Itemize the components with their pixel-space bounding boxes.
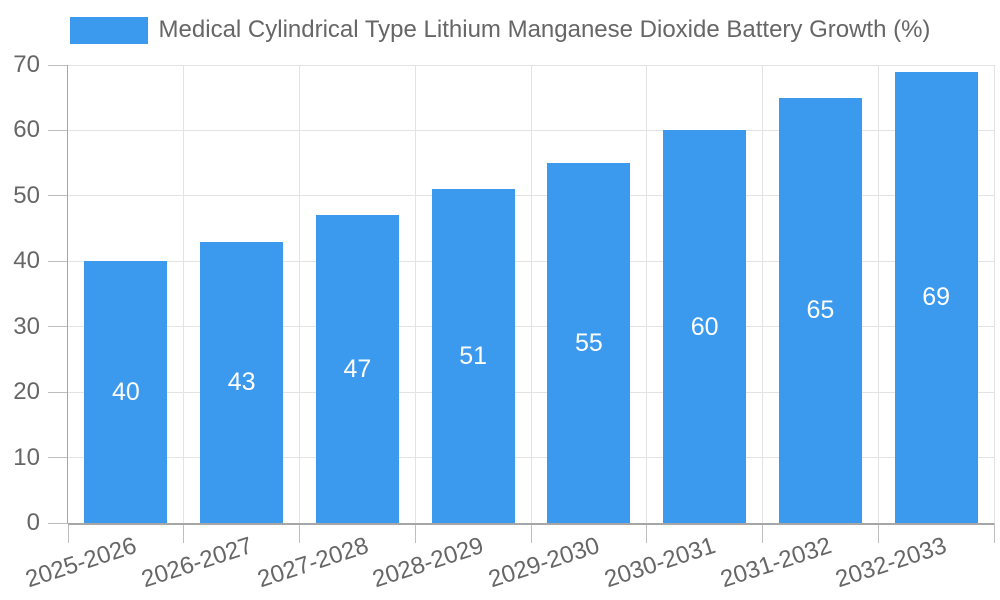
x-tick-mark [299,523,300,543]
x-tick-label: 2029-2030 [485,532,603,594]
bar-value-label: 69 [922,283,951,312]
bar[interactable]: 60 [663,130,747,523]
bar-value-label: 60 [690,312,719,341]
bar[interactable]: 55 [547,163,631,523]
x-tick-label: 2028-2029 [369,532,488,594]
bar[interactable]: 47 [315,215,399,523]
x-gridline [530,65,532,523]
y-tick-mark [48,260,68,262]
y-tick-label: 10 [13,443,40,471]
bar-value-label: 51 [459,342,488,371]
bar[interactable]: 40 [84,261,168,523]
x-gridline [993,65,995,523]
x-gridline [646,65,648,523]
x-tick-mark [993,523,995,543]
y-tick-label: 60 [13,116,40,144]
y-tick-label: 50 [13,181,40,209]
legend-swatch-icon [69,16,148,44]
x-tick-mark [877,523,879,543]
x-tick-mark [67,523,69,543]
y-tick-label: 20 [13,378,40,406]
x-gridline [299,65,300,523]
bar[interactable]: 43 [200,241,284,523]
x-tick-label: 2032-2033 [832,532,951,594]
y-axis-line [67,65,68,523]
bar-value-label: 65 [806,296,835,325]
y-tick-mark [48,195,68,197]
bar-value-label: 40 [111,378,140,407]
x-tick-label: 2025-2026 [22,532,140,594]
x-gridline [414,65,416,523]
bar[interactable]: 69 [894,71,978,523]
bar[interactable]: 65 [778,97,862,523]
x-tick-mark [646,523,648,543]
x-axis-line [68,523,994,525]
y-tick-label: 70 [13,51,40,78]
x-gridline [183,65,185,523]
legend-item[interactable]: Medical Cylindrical Type Lithium Mangane… [0,14,1000,46]
y-tick-label: 30 [13,312,40,340]
y-tick-mark [48,391,68,393]
x-tick-mark [183,523,185,543]
bar-value-label: 43 [227,368,256,397]
x-tick-label: 2026-2027 [138,532,256,594]
bar[interactable]: 51 [431,189,515,523]
bar-value-label: 55 [574,329,603,358]
y-tick-mark [48,457,68,459]
bar-value-label: 47 [343,355,372,384]
y-tick-mark [48,522,68,524]
y-tick-mark [48,64,68,66]
legend-label: Medical Cylindrical Type Lithium Mangane… [158,16,931,43]
y-tick-label: 0 [26,509,40,536]
x-tick-label: 2030-2031 [601,532,719,594]
x-tick-mark [762,523,763,543]
x-tick-label: 2027-2028 [253,532,372,594]
x-gridline [762,65,763,523]
x-tick-label: 2031-2032 [716,532,835,594]
y-tick-mark [48,326,68,328]
x-tick-mark [414,523,416,543]
x-tick-mark [530,523,532,543]
y-tick-mark [48,129,68,131]
y-tick-label: 40 [13,247,40,275]
x-gridline [877,65,879,523]
